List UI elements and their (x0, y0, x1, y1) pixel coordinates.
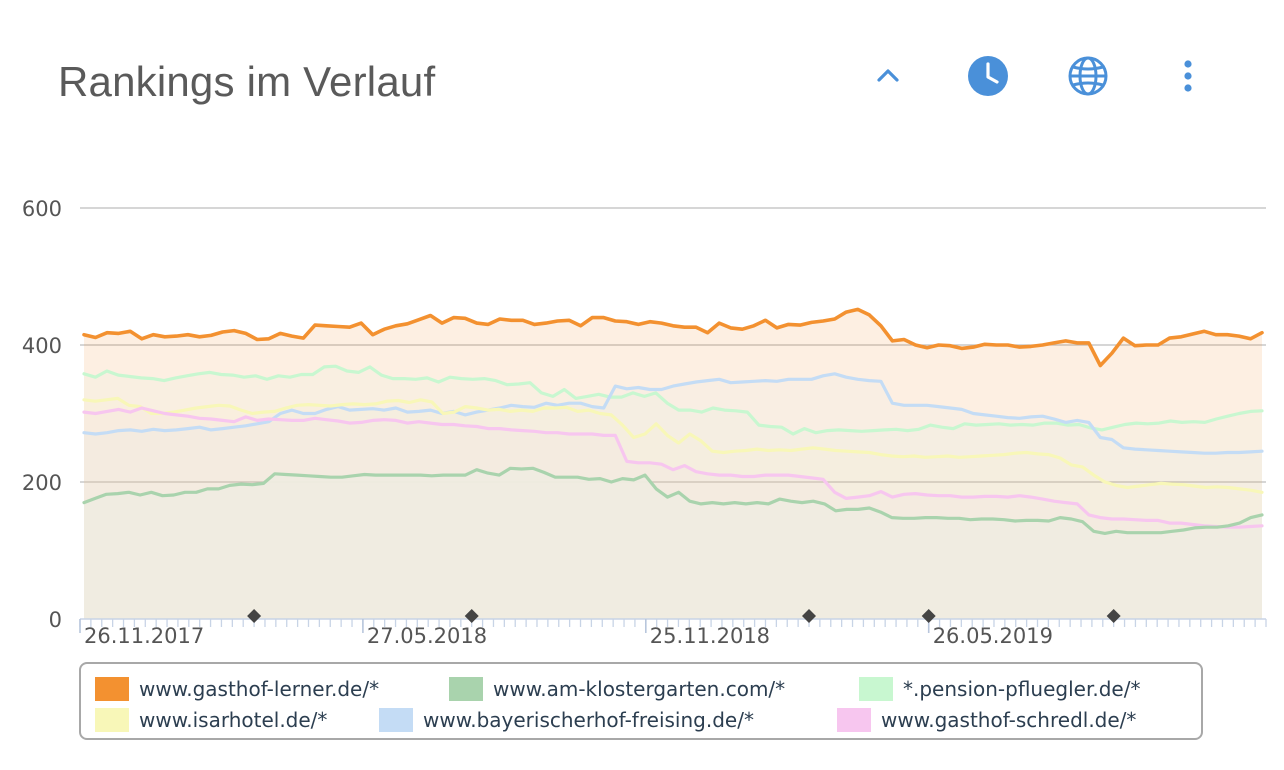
y-tick-label: 0 (49, 608, 62, 632)
series-line (82, 307, 1264, 368)
more-vertical-icon (1184, 60, 1192, 92)
x-tick-label: 26.05.2019 (933, 624, 1053, 648)
legend-swatch (95, 708, 129, 732)
series-line (82, 466, 1264, 535)
legend-swatch (449, 677, 483, 701)
collapse-button[interactable] (864, 52, 912, 100)
x-tick-label: 25.11.2018 (650, 624, 770, 648)
series-area (84, 468, 1262, 619)
history-button[interactable] (964, 52, 1012, 100)
series-line (82, 406, 1264, 529)
x-tick-label: 27.05.2018 (367, 624, 487, 648)
event-marker (247, 609, 262, 623)
chevron-up-icon (877, 69, 899, 82)
legend-label: www.am-klostergarten.com/* (493, 677, 786, 701)
series-line (82, 372, 1264, 455)
legend-label: www.gasthof-schredl.de/* (881, 708, 1137, 732)
chart-toolbar (0, 52, 1284, 100)
legend-item-am-klostergarten[interactable]: www.am-klostergarten.com/* (449, 674, 785, 704)
event-marker (464, 609, 479, 623)
global-view-button[interactable] (1064, 52, 1112, 100)
x-axis (79, 618, 1267, 633)
series-lines (82, 307, 1264, 535)
series-areas (84, 309, 1262, 619)
clock-icon (968, 56, 1008, 96)
legend-item-isarhotel[interactable]: www.isarhotel.de/* (95, 705, 327, 735)
legend-item-bayerischerhof-freising[interactable]: www.bayerischerhof-freising.de/* (379, 705, 754, 735)
event-marker (921, 609, 936, 623)
legend-swatch (859, 677, 893, 701)
legend-item-gasthof-schredl[interactable]: www.gasthof-schredl.de/* (837, 705, 1136, 735)
y-tick-label: 400 (22, 334, 62, 358)
x-tick-label: 26.11.2017 (84, 624, 204, 648)
series-line (82, 396, 1264, 494)
legend-item-gasthof-lerner[interactable]: www.gasthof-lerner.de/* (95, 674, 379, 704)
more-options-button[interactable] (1164, 52, 1212, 100)
legend-item-pension-pfluegler[interactable]: *.pension-pfluegler.de/* (859, 674, 1140, 704)
legend-swatch (95, 677, 129, 701)
series-line (82, 364, 1264, 436)
legend-swatch (379, 708, 413, 732)
event-marker (1106, 609, 1121, 623)
globe-icon (1068, 56, 1108, 96)
x-tick-labels: 26.11.2017 27.05.2018 25.11.2018 26.05.2019 (84, 624, 1053, 648)
event-marker (802, 609, 817, 623)
chart-legend: www.gasthof-lerner.de/* www.am-klosterga… (79, 662, 1203, 740)
page-title: Rankings im Verlauf (58, 58, 436, 105)
legend-label: www.isarhotel.de/* (139, 708, 328, 732)
rankings-chart: 0 200 400 600 26.11.2017 27.05.2018 25.11.201… (22, 197, 1267, 648)
legend-label: www.gasthof-lerner.de/* (139, 677, 380, 701)
legend-swatch (837, 708, 871, 732)
y-tick-labels: 0 200 400 600 (22, 197, 62, 632)
legend-label: *.pension-pfluegler.de/* (903, 677, 1141, 701)
legend-label: www.bayerischerhof-freising.de/* (423, 708, 754, 732)
y-tick-label: 600 (22, 197, 62, 221)
y-tick-label: 200 (22, 471, 62, 495)
event-markers (247, 609, 1121, 623)
